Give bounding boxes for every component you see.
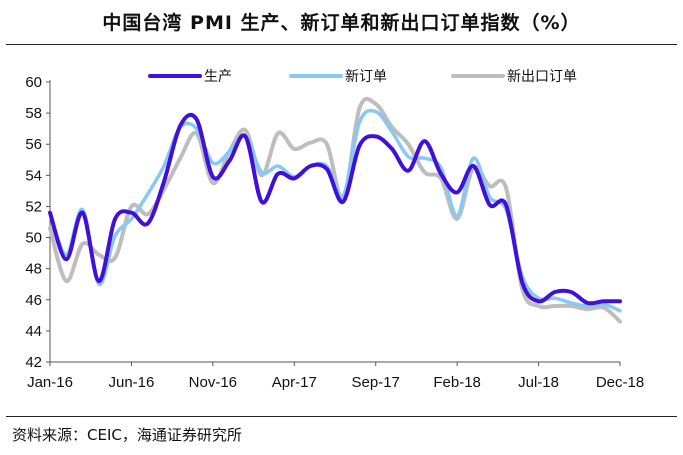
legend-new-orders-label: 新订单 xyxy=(345,69,387,85)
y-tick-label: 54 xyxy=(25,167,42,184)
series-line-production xyxy=(48,112,622,306)
x-tick-label: Jun-16 xyxy=(108,374,154,391)
y-tick-label: 44 xyxy=(25,323,42,340)
y-tick-label: 58 xyxy=(25,105,42,122)
y-tick-label: 56 xyxy=(25,136,42,153)
x-tick-label: Feb-18 xyxy=(433,374,481,391)
x-tick-label: Dec-18 xyxy=(596,374,644,391)
top-rule xyxy=(6,44,677,45)
legend-new-export-orders-label: 新出口订单 xyxy=(507,69,577,85)
series-line-new-orders xyxy=(48,108,622,313)
x-tick-label: Sep-17 xyxy=(352,374,400,391)
x-tick-label: Nov-16 xyxy=(189,374,237,391)
x-tick-label: Jan-16 xyxy=(27,374,73,391)
x-tick-label: Apr-17 xyxy=(272,374,317,391)
source-note: 资料来源：CEIC，海通证券研究所 xyxy=(12,426,242,444)
y-tick-label: 52 xyxy=(25,198,42,215)
y-tick-label: 46 xyxy=(25,292,42,309)
chart-title: 中国台湾 PMI 生产、新订单和新出口订单指数（%） xyxy=(102,12,581,34)
bottom-rule xyxy=(6,416,677,417)
y-tick-label: 50 xyxy=(25,230,42,247)
legend-production-label: 生产 xyxy=(204,69,232,85)
y-tick-label: 48 xyxy=(25,261,42,278)
y-tick-label: 60 xyxy=(25,74,42,91)
y-tick-label: 42 xyxy=(25,354,42,371)
x-tick-label: Jul-18 xyxy=(518,374,559,391)
